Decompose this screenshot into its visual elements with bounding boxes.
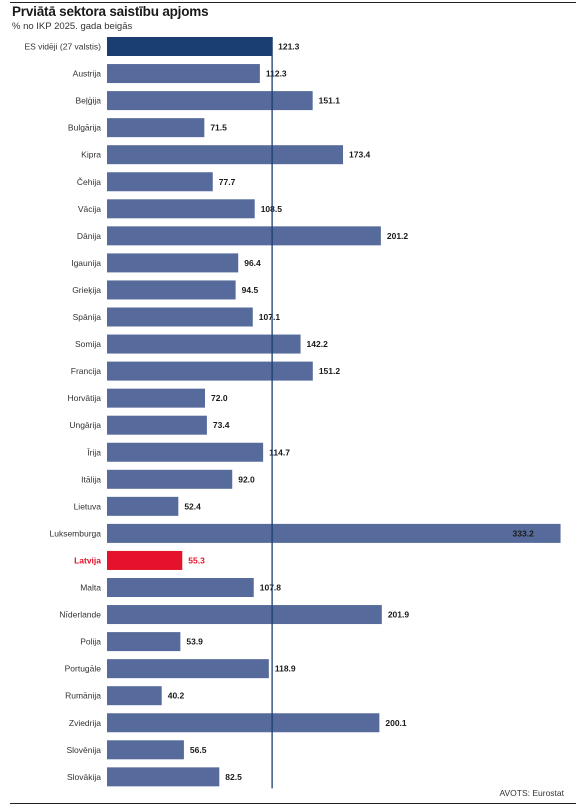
category-label-somija: Somija — [75, 339, 101, 349]
category-label-latvija: Latvija — [74, 555, 101, 565]
value-label-ungarija: 73.4 — [213, 420, 230, 430]
bar-zviedrija — [107, 713, 380, 733]
category-label-portugale: Portugāle — [65, 664, 102, 674]
bar-spanija — [107, 307, 253, 327]
bar-slovenija — [107, 740, 184, 760]
category-label-kipra: Kipra — [81, 150, 101, 160]
value-label-spanija: 107.1 — [259, 312, 281, 322]
category-label-francija: Francija — [71, 366, 102, 376]
bar-horvatija — [107, 388, 206, 408]
category-label-niderlande: Nīderlande — [59, 610, 101, 620]
bar-italija — [107, 469, 233, 489]
value-label-italija: 92.0 — [238, 474, 255, 484]
bar-irija — [107, 442, 264, 462]
category-label-malta: Malta — [80, 583, 101, 593]
value-label-belgija: 151.1 — [319, 96, 341, 106]
value-label-es-videji-27-valstis: 121.3 — [278, 42, 300, 52]
category-label-cehija: Čehija — [77, 177, 101, 187]
bar-austrija — [107, 64, 260, 84]
value-label-somija: 142.2 — [307, 339, 329, 349]
value-label-igaunija: 96.4 — [244, 258, 261, 268]
bar-igaunija — [107, 253, 239, 273]
category-label-slovenija: Slovēnija — [67, 745, 102, 755]
category-label-belgija: Beļģija — [75, 96, 101, 106]
category-label-austrija: Austrija — [73, 69, 102, 79]
value-label-luksemburga: 333.2 — [513, 528, 535, 538]
category-label-danija: Dānija — [77, 231, 101, 241]
category-label-vacija: Vācija — [78, 204, 101, 214]
bar-somija — [107, 334, 301, 354]
bar-vacija — [107, 199, 255, 219]
value-label-portugale: 118.9 — [275, 664, 296, 674]
category-label-ungarija: Ungārija — [69, 420, 101, 430]
bar-kipra — [107, 145, 344, 165]
category-label-zviedrija: Zviedrija — [69, 718, 101, 728]
category-label-lietuva: Lietuva — [74, 501, 102, 511]
value-label-vacija: 108.5 — [261, 204, 283, 214]
value-label-slovakija: 82.5 — [225, 772, 242, 782]
bar-francija — [107, 361, 313, 381]
bar-niderlande — [107, 605, 382, 625]
value-label-latvija: 55.3 — [188, 555, 205, 565]
top-rule — [10, 2, 576, 3]
value-label-malta: 107.8 — [260, 583, 282, 593]
chart-subtitle: % no IKP 2025. gada beigās — [12, 21, 133, 32]
value-label-rumanija: 40.2 — [168, 691, 185, 701]
bar-cehija — [107, 172, 213, 192]
bar-luksemburga — [107, 523, 561, 543]
bar-polija — [107, 632, 181, 652]
bar-rumanija — [107, 686, 162, 706]
category-label-italija: Itālija — [81, 474, 101, 484]
bar-ungarija — [107, 415, 207, 435]
category-label-rumanija: Rumānija — [65, 691, 101, 701]
value-label-zviedrija: 200.1 — [385, 718, 407, 728]
bar-latvija — [107, 550, 183, 570]
category-label-luksemburga: Luksemburga — [49, 528, 101, 538]
value-label-kipra: 173.4 — [349, 150, 371, 160]
bottom-rule — [10, 803, 576, 804]
bar-griekija — [107, 280, 236, 300]
value-label-austrija: 112.3 — [266, 69, 287, 79]
category-label-igaunija: Igaunija — [71, 258, 101, 268]
category-label-polija: Polija — [80, 637, 101, 647]
chart-title: Prviātā sektora saistību apjoms — [12, 4, 209, 19]
value-label-bulgarija: 71.5 — [210, 123, 227, 133]
category-label-slovakija: Slovākija — [67, 772, 101, 782]
source-note: AVOTS: Eurostat — [499, 788, 564, 798]
value-label-irija: 114.7 — [269, 447, 290, 457]
bar-lietuva — [107, 496, 179, 516]
category-label-irija: Īrija — [87, 447, 101, 457]
category-label-horvatija: Horvātija — [67, 393, 101, 403]
value-label-danija: 201.2 — [387, 231, 409, 241]
bar-es-videji-27-valstis — [107, 37, 273, 56]
value-label-cehija: 77.7 — [219, 177, 236, 187]
bar-belgija — [107, 91, 313, 111]
bar-malta — [107, 578, 254, 597]
value-label-niderlande: 201.9 — [388, 610, 410, 620]
category-label-griekija: Grieķija — [72, 285, 101, 295]
category-label-bulgarija: Bulgārija — [68, 123, 101, 133]
value-label-francija: 151.2 — [319, 366, 341, 376]
category-label-spanija: Spānija — [73, 312, 102, 322]
bar-bulgarija — [107, 118, 205, 138]
category-label-es-videji-27-valstis: ES vidēji (27 valstis) — [24, 42, 101, 52]
bar-danija — [107, 226, 381, 246]
bar-slovakija — [107, 767, 220, 787]
value-label-griekija: 94.5 — [242, 285, 259, 295]
value-label-slovenija: 56.5 — [190, 745, 207, 755]
value-label-horvatija: 72.0 — [211, 393, 228, 403]
value-label-polija: 53.9 — [186, 637, 203, 647]
bar-portugale — [107, 659, 269, 679]
value-label-lietuva: 52.4 — [184, 501, 201, 511]
